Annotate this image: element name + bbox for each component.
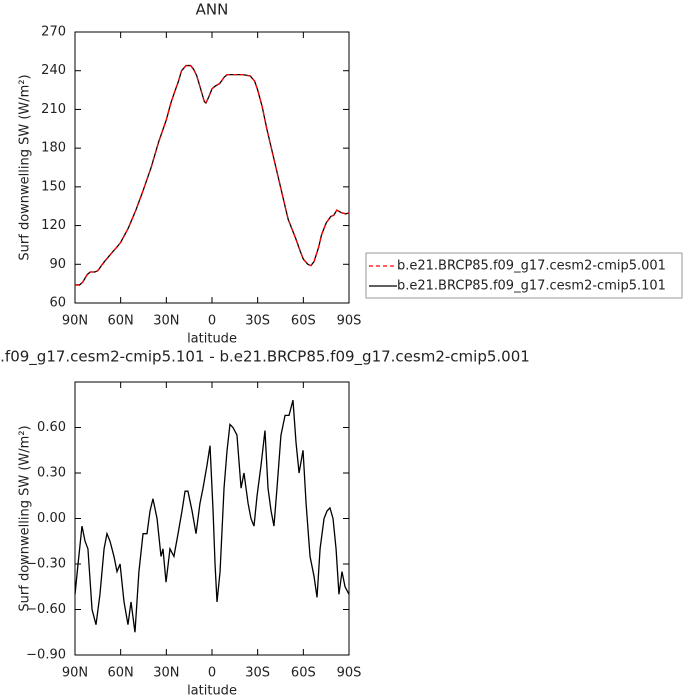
- x-tick-label: 60S: [291, 666, 316, 681]
- chart-title: ANN: [196, 1, 229, 19]
- y-axis-label: Surf downwelling SW (W/m²): [18, 74, 33, 260]
- x-tick-label: 30N: [153, 314, 179, 329]
- x-tick-label: 30N: [153, 666, 179, 681]
- y-axis-label: Surf downwelling SW (W/m²): [18, 425, 33, 611]
- x-axis-label: latitude: [187, 684, 237, 699]
- x-tick-label: 0: [208, 314, 216, 329]
- x-tick-label: 0: [208, 666, 216, 681]
- x-tick-label: 30S: [245, 314, 270, 329]
- y-tick-label: 270: [41, 25, 66, 40]
- legend-label: b.e21.BRCP85.f09_g17.cesm2-cmip5.001: [397, 259, 666, 274]
- plot-frame: [74, 381, 350, 656]
- chart-title: b.e21.BRCP85.f09_g17.cesm2-cmip5.101 - b…: [0, 348, 530, 367]
- y-tick-label: 120: [41, 218, 66, 233]
- y-tick-label: 0.00: [37, 511, 66, 526]
- y-tick-label: 90: [49, 257, 66, 272]
- x-axis-label: latitude: [187, 332, 237, 347]
- x-tick-label: 90N: [62, 314, 88, 329]
- data-line: [75, 64, 350, 286]
- x-tick-label: 60N: [108, 314, 134, 329]
- y-tick-label: 150: [41, 179, 66, 194]
- y-tick-label: 0.60: [37, 420, 66, 435]
- y-tick-label: 60: [49, 296, 66, 311]
- x-tick-label: 60N: [108, 666, 134, 681]
- y-tick-label: −0.30: [26, 557, 66, 572]
- y-tick-label: 240: [41, 63, 66, 78]
- data-line: [74, 400, 350, 633]
- legend-frame: [365, 252, 683, 299]
- y-tick-label: 210: [41, 102, 66, 117]
- x-tick-label: 30S: [245, 666, 270, 681]
- y-tick-label: −0.60: [26, 602, 66, 617]
- x-tick-label: 90S: [337, 314, 362, 329]
- x-tick-label: 90S: [337, 666, 362, 681]
- data-line: [75, 64, 350, 286]
- y-tick-label: −0.90: [26, 648, 66, 663]
- legend-label: b.e21.BRCP85.f09_g17.cesm2-cmip5.101: [397, 279, 666, 294]
- x-tick-label: 60S: [291, 314, 316, 329]
- plot-frame: [74, 31, 350, 304]
- x-tick-label: 90N: [62, 666, 88, 681]
- y-tick-label: 0.30: [37, 466, 66, 481]
- y-tick-label: 180: [41, 141, 66, 156]
